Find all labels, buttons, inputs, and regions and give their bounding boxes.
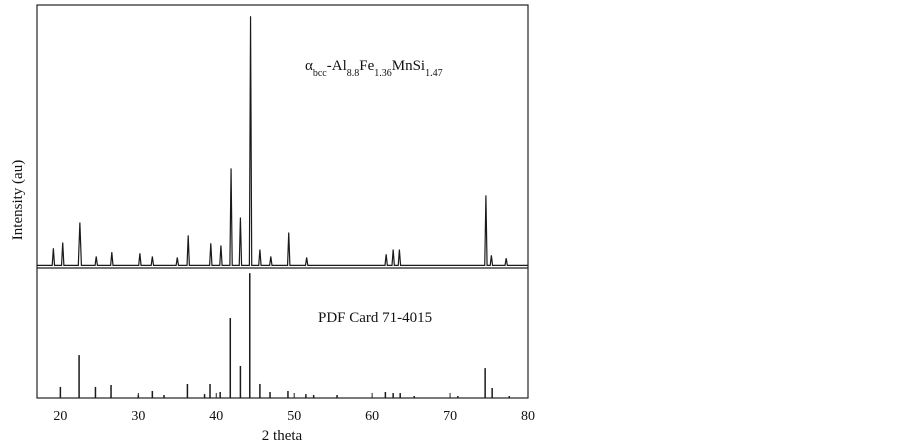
reference-stick <box>249 273 251 398</box>
x-tick-label: 30 <box>131 409 145 424</box>
reference-stick <box>229 318 232 398</box>
y-axis-label: Intensity (au) <box>10 160 26 240</box>
reference-stick <box>312 395 315 398</box>
annotation-part: 8.8 <box>347 68 360 79</box>
xrd-pattern <box>37 16 528 266</box>
reference-stick <box>219 392 221 398</box>
x-tick-label: 40 <box>209 409 223 424</box>
reference-stick <box>457 396 459 398</box>
reference-stick <box>336 395 338 398</box>
plot-frame <box>36 4 529 399</box>
x-tick-label: 70 <box>443 409 457 424</box>
x-tick-label: 60 <box>365 409 379 424</box>
reference-stick <box>78 355 80 398</box>
annotation-part: 1.47 <box>425 68 443 79</box>
reference-stick <box>163 395 165 398</box>
annotation-part: bcc <box>313 68 327 79</box>
reference-stick <box>392 393 394 398</box>
annotation: αbcc-Al8.8Fe1.36MnSi1.47 <box>305 58 443 79</box>
x-tick-label: 80 <box>521 409 535 424</box>
reference-stick <box>209 383 211 398</box>
annotation-part: Fe <box>359 58 374 74</box>
reference-stick <box>186 383 189 398</box>
reference-stick <box>413 396 415 398</box>
reference-stick <box>59 386 62 398</box>
reference-stick <box>484 368 486 398</box>
annotation-part: -Al <box>327 58 347 74</box>
annotation-part: MnSi <box>392 58 425 74</box>
reference-stick <box>399 393 401 398</box>
reference-stick <box>203 394 206 398</box>
reference-stick <box>259 383 261 398</box>
reference-stick <box>151 390 154 398</box>
x-axis-label: 2 theta <box>262 428 303 444</box>
reference-stick <box>305 394 307 398</box>
reference-stick <box>239 366 242 398</box>
reference-stick <box>110 385 112 398</box>
annotation-part: PDF Card 71-4015 <box>318 310 432 326</box>
reference-stick <box>384 392 387 398</box>
annotation-part: α <box>305 58 313 74</box>
reference-stick <box>287 390 289 398</box>
annotation-part: 1.36 <box>374 68 392 79</box>
reference-stick <box>491 387 493 398</box>
x-tick-label: 50 <box>287 409 301 424</box>
annotation: PDF Card 71-4015 <box>318 310 432 326</box>
x-tick-label: 20 <box>53 409 67 424</box>
reference-stick <box>94 386 97 398</box>
reference-stick <box>269 392 271 398</box>
reference-stick <box>508 396 511 398</box>
